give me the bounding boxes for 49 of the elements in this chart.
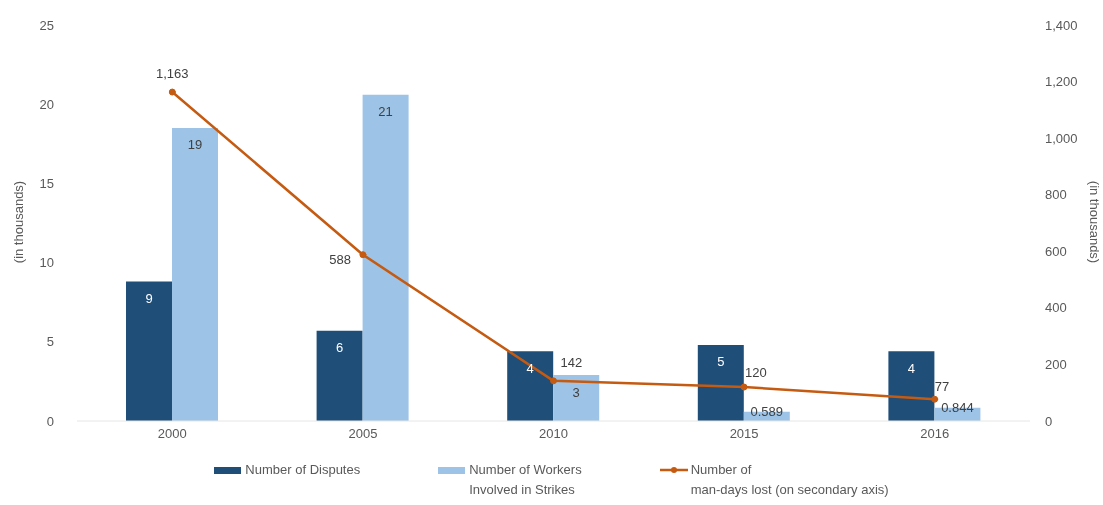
point	[740, 383, 748, 391]
data-label: 120	[745, 364, 767, 380]
y-tick-label: 25	[39, 17, 54, 33]
y2-tick-label: 1,000	[1045, 130, 1078, 146]
x-tick-label: 2005	[348, 426, 378, 442]
x-tick-label: 2000	[157, 426, 187, 442]
point	[550, 377, 557, 385]
data-label: 4	[907, 360, 916, 376]
data-label: 6	[335, 340, 344, 356]
y-tick-label: 5	[46, 334, 54, 350]
bar	[553, 375, 600, 421]
bar	[697, 344, 744, 421]
bar	[362, 94, 409, 421]
x-tick-label: 2010	[539, 426, 568, 442]
y-axis-title: (in thousands)	[10, 180, 26, 264]
y-tick-label: 15	[39, 176, 54, 192]
x-tick-label: 2016	[920, 426, 950, 442]
data-label: 142	[560, 355, 583, 371]
bar	[888, 351, 935, 421]
x-tick-label: 2015	[729, 426, 759, 442]
y2-tick-label: 1,400	[1045, 17, 1078, 33]
data-label: 1,163	[156, 65, 189, 81]
y-tick-label: 20	[39, 96, 54, 112]
bar	[126, 281, 172, 421]
y2-axis-title: (in thousands)	[1086, 180, 1102, 264]
bar	[316, 330, 363, 421]
bar	[507, 351, 554, 421]
y-tick-label: 10	[39, 255, 54, 271]
y2-tick-label: 600	[1045, 243, 1067, 259]
legend-label: Number of Workers Involved in Strikes	[469, 461, 582, 499]
legend-label: Number of Disputes	[245, 461, 361, 479]
y-tick-label: 0	[46, 413, 54, 429]
y2-tick-label: 0	[1045, 413, 1053, 429]
data-label: 19	[187, 137, 203, 153]
data-label: 5	[717, 354, 725, 370]
legend-label: Number of man-days lost (on secondary axis)	[690, 461, 889, 499]
point	[359, 251, 367, 259]
point	[168, 88, 176, 96]
data-label: 3	[572, 384, 580, 400]
data-label: 588	[329, 252, 351, 268]
point	[931, 395, 939, 403]
data-label: 77	[934, 378, 950, 394]
y2-tick-label: 200	[1045, 357, 1067, 373]
y2-tick-label: 400	[1045, 300, 1067, 316]
data-label: 21	[378, 104, 393, 120]
data-label: 9	[145, 291, 153, 307]
y2-tick-label: 1,200	[1045, 74, 1078, 90]
y2-tick-label: 800	[1045, 187, 1067, 203]
bar	[172, 127, 218, 421]
